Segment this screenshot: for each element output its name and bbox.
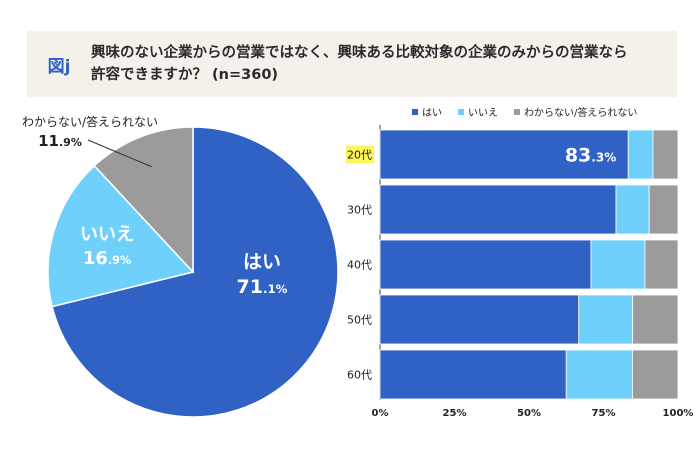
category-highlight	[346, 145, 374, 164]
pie-chart: はい 71.1% いいえ 16.9% わからない/答えられない 11.9%	[22, 114, 339, 418]
bar-1-0	[379, 184, 617, 235]
pie-slice-0	[51, 126, 339, 418]
x-tick-label-1: 25%	[443, 408, 467, 419]
legend-label-2: わからない/答えられない	[524, 106, 637, 119]
y-tick-label-4: 60代	[347, 369, 372, 382]
legend-swatch-0	[412, 109, 418, 115]
bar-1-1	[615, 184, 650, 235]
x-tick-label-4: 100%	[663, 408, 694, 419]
bar-3-1	[578, 294, 634, 345]
chart-header: 図j 興味のない企業からの営業ではなく、興味ある比較対象の企業のみからの営業なら…	[27, 31, 677, 97]
pie-label-value-1: 16.9%	[83, 248, 131, 269]
bar-4-0	[379, 349, 567, 400]
y-tick-label-2: 40代	[347, 259, 372, 272]
y-tick-label-0: 20代	[347, 149, 372, 162]
y-tick-label-1: 30代	[347, 204, 372, 217]
bar-0-1	[627, 129, 654, 180]
chart-title: 興味のない企業からの営業ではなく、興味ある比較対象の企業のみからの営業なら 許容…	[91, 42, 651, 86]
legend-swatch-2	[514, 109, 520, 115]
bar-2-2	[644, 239, 679, 290]
bar-3-2	[632, 294, 679, 345]
bar-3-0	[379, 294, 580, 345]
pie-label-name-1: いいえ	[80, 224, 134, 245]
chart-title-line1: 興味のない企業からの営業ではなく、興味ある比較対象の企業のみからの営業なら	[91, 45, 628, 61]
figure-label: 図j	[47, 56, 71, 77]
legend-swatch-1	[458, 109, 464, 115]
chart-title-line2: 許容できますか？ (n=360)	[91, 67, 279, 83]
x-tick-label-0: 0%	[372, 408, 389, 419]
bar-1-2	[648, 184, 679, 235]
legend-label-1: いいえ	[468, 107, 498, 119]
pie-label-name-0: はい	[243, 251, 281, 273]
bar-2-0	[379, 239, 592, 290]
legend-label-0: はい	[422, 107, 442, 119]
stacked-bar-chart: はい いいえ わからない/答えられない 20代 30代 40代 50代 60代 83.3% 0% 2…	[346, 106, 693, 419]
pie-slice-2	[93, 126, 194, 274]
y-tick-label-3: 50代	[347, 314, 372, 327]
bar-0-2	[652, 129, 679, 180]
pie-label-value-0: 71.1%	[237, 276, 288, 298]
pie-slice-1	[47, 164, 195, 308]
bar-data-label: 83.3%	[565, 145, 616, 167]
pie-leader-line	[87, 139, 152, 168]
pie-label-name-2: わからない/答えられない	[22, 114, 158, 129]
bar-4-1	[565, 349, 633, 400]
x-tick-label-3: 75%	[592, 408, 616, 419]
bar-0-0	[379, 129, 629, 180]
bar-4-2	[632, 349, 679, 400]
x-tick-label-2: 50%	[517, 408, 541, 419]
pie-label-value-2: 11.9%	[38, 132, 82, 150]
bar-2-1	[590, 239, 646, 290]
